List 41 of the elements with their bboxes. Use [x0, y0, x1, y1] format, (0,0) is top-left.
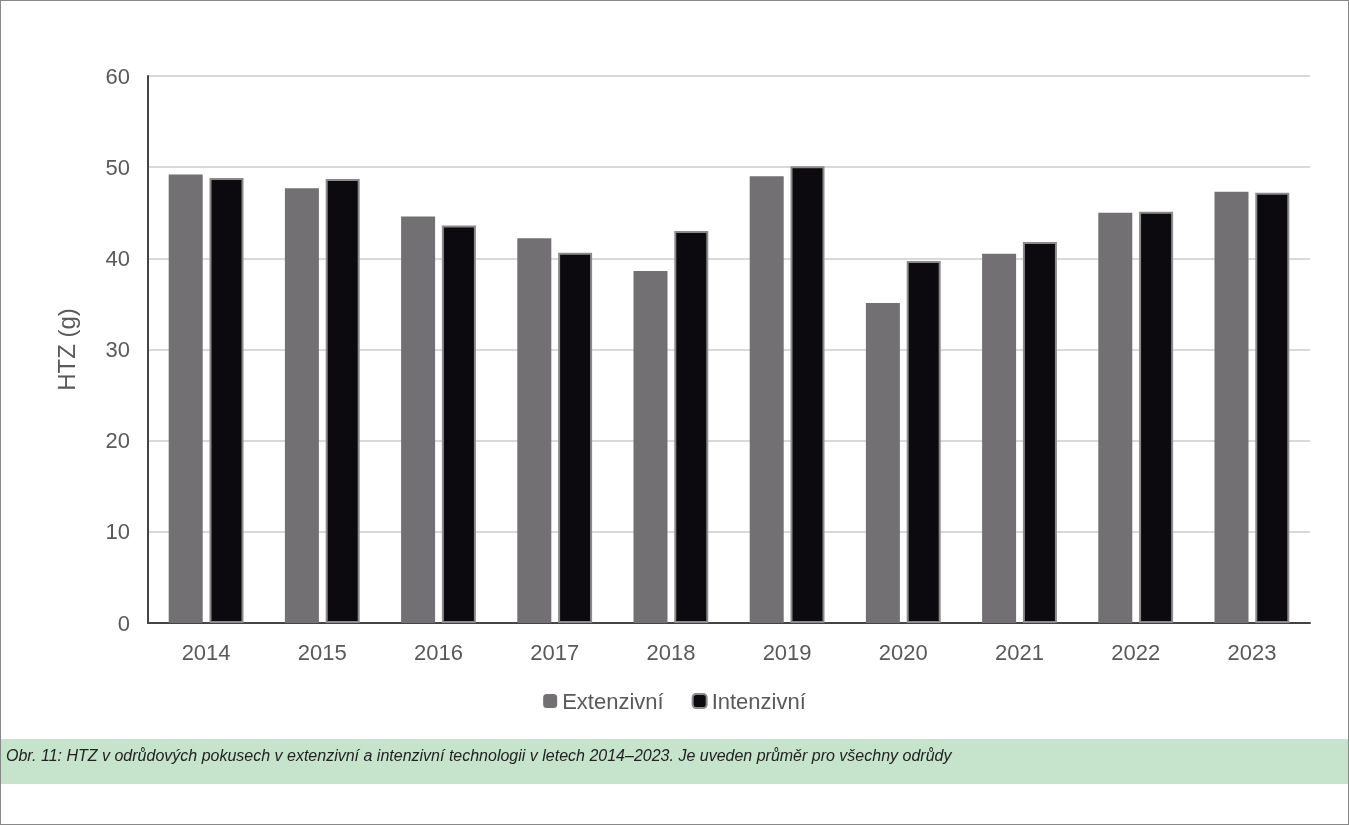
x-tick-label: 2023	[1227, 639, 1277, 665]
bar	[517, 238, 552, 623]
y-tick-label: 10	[105, 519, 130, 545]
bar	[1022, 241, 1057, 623]
x-tick-label: 2014	[181, 639, 231, 665]
bar	[1255, 192, 1290, 623]
y-tick-label: 60	[105, 63, 130, 89]
x-tick-label: 2015	[297, 639, 347, 665]
bar	[749, 176, 784, 623]
x-tick-label: 2022	[1111, 639, 1161, 665]
bar	[865, 303, 900, 623]
bar	[790, 166, 825, 623]
y-tick-label: 40	[105, 245, 130, 271]
bar	[906, 261, 941, 623]
x-tick-label: 2018	[646, 639, 696, 665]
bar	[982, 253, 1017, 623]
x-tick-label: 2021	[995, 639, 1044, 665]
y-tick-label: 20	[105, 428, 130, 454]
bar	[401, 216, 436, 623]
x-tick-label: 2019	[762, 639, 812, 665]
bar	[284, 188, 319, 623]
bar	[325, 179, 360, 623]
bar	[674, 230, 709, 623]
y-tick-label: 50	[105, 154, 130, 180]
bar	[1139, 211, 1174, 623]
y-tick-label: 30	[105, 337, 130, 362]
x-tick-label: 2020	[878, 639, 928, 665]
bar	[209, 178, 244, 623]
bar	[168, 174, 203, 623]
x-tick-label: 2017	[530, 639, 580, 665]
y-tick-label: 0	[117, 610, 130, 636]
bar	[558, 252, 593, 623]
bar	[1214, 191, 1249, 623]
legend-label: Extenzivní	[562, 688, 664, 714]
x-tick-label: 2016	[414, 639, 463, 665]
text: Obr. 11: HTZ v odrůdových pokusech v extenzivní a intenzivní technologii v letech 2014–2023. Je uveden průměr pro všechny odrůdy	[1, 739, 1348, 784]
bar	[633, 271, 668, 623]
bar	[441, 225, 476, 623]
y-axis-title: HTZ (g)	[52, 308, 80, 391]
legend-label: Intenzivní	[711, 688, 806, 714]
bar	[1098, 212, 1133, 623]
